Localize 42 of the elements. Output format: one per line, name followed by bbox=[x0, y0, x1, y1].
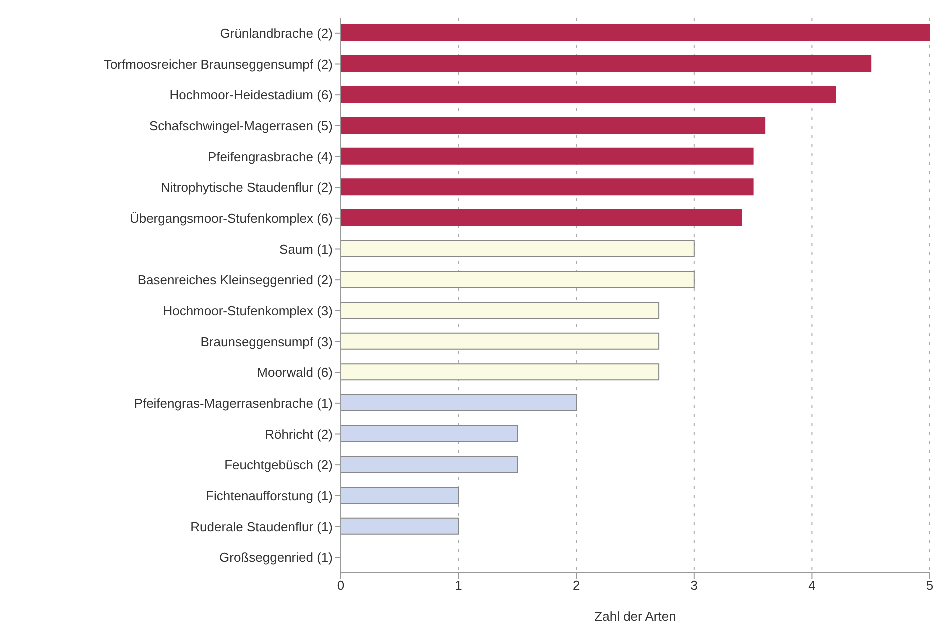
bar bbox=[341, 271, 695, 288]
bar bbox=[341, 86, 836, 104]
x-tick-label: 2 bbox=[572, 578, 580, 594]
bar bbox=[341, 364, 660, 381]
y-tick-label: Röhricht (2) bbox=[265, 426, 333, 442]
x-axis-title: Zahl der Arten bbox=[594, 609, 676, 624]
y-tick-label: Pfeifengrasbrache (4) bbox=[208, 149, 333, 164]
bar bbox=[341, 456, 518, 474]
y-tick-label: Grünlandbrache (2) bbox=[220, 26, 333, 42]
bar bbox=[341, 518, 460, 535]
x-tick-label: 5 bbox=[926, 578, 934, 594]
y-tick-label: Feuchtgebüsch (2) bbox=[224, 458, 333, 473]
bar bbox=[341, 487, 460, 504]
bar bbox=[341, 210, 742, 226]
bar bbox=[341, 148, 754, 165]
y-tick-label: Übergangsmoor-Stufenkomplex (6) bbox=[130, 211, 333, 226]
bar bbox=[341, 240, 695, 258]
y-tick-label: Braunseggensumpf (3) bbox=[200, 334, 333, 350]
y-tick-label: Fichtenaufforstung (1) bbox=[206, 488, 333, 504]
y-tick-label: Pfeifengras-Magerrasenbrache (1) bbox=[134, 396, 333, 412]
bar bbox=[341, 55, 872, 72]
x-tick-label: 3 bbox=[690, 578, 698, 594]
y-tick-label: Nitrophytische Staudenflur (2) bbox=[161, 180, 333, 196]
bar bbox=[341, 332, 660, 350]
x-tick-label: 0 bbox=[337, 578, 345, 594]
bar bbox=[341, 117, 766, 134]
y-tick-label: Torfmoosreicher Braunseggensumpf (2) bbox=[104, 56, 333, 72]
bar bbox=[341, 178, 754, 196]
bar bbox=[341, 425, 518, 442]
bar bbox=[341, 302, 660, 319]
y-tick-label: Schafschwingel-Magerrasen (5) bbox=[149, 118, 333, 134]
bar bbox=[341, 394, 578, 412]
y-tick-label: Hochmoor-Stufenkomplex (3) bbox=[163, 304, 333, 319]
x-tick-label: 1 bbox=[455, 578, 462, 594]
y-tick-label: Großseggenried (1) bbox=[220, 550, 333, 566]
y-tick-label: Basenreiches Kleinseggenried (2) bbox=[138, 272, 333, 288]
y-tick-label: Saum (1) bbox=[280, 242, 333, 257]
bar bbox=[341, 24, 930, 42]
x-tick-label: 4 bbox=[808, 578, 816, 594]
y-tick-label: Hochmoor-Heidestadium (6) bbox=[170, 88, 333, 103]
y-tick-label: Ruderale Staudenflur (1) bbox=[190, 519, 333, 534]
y-tick-label: Moorwald (6) bbox=[257, 365, 333, 380]
